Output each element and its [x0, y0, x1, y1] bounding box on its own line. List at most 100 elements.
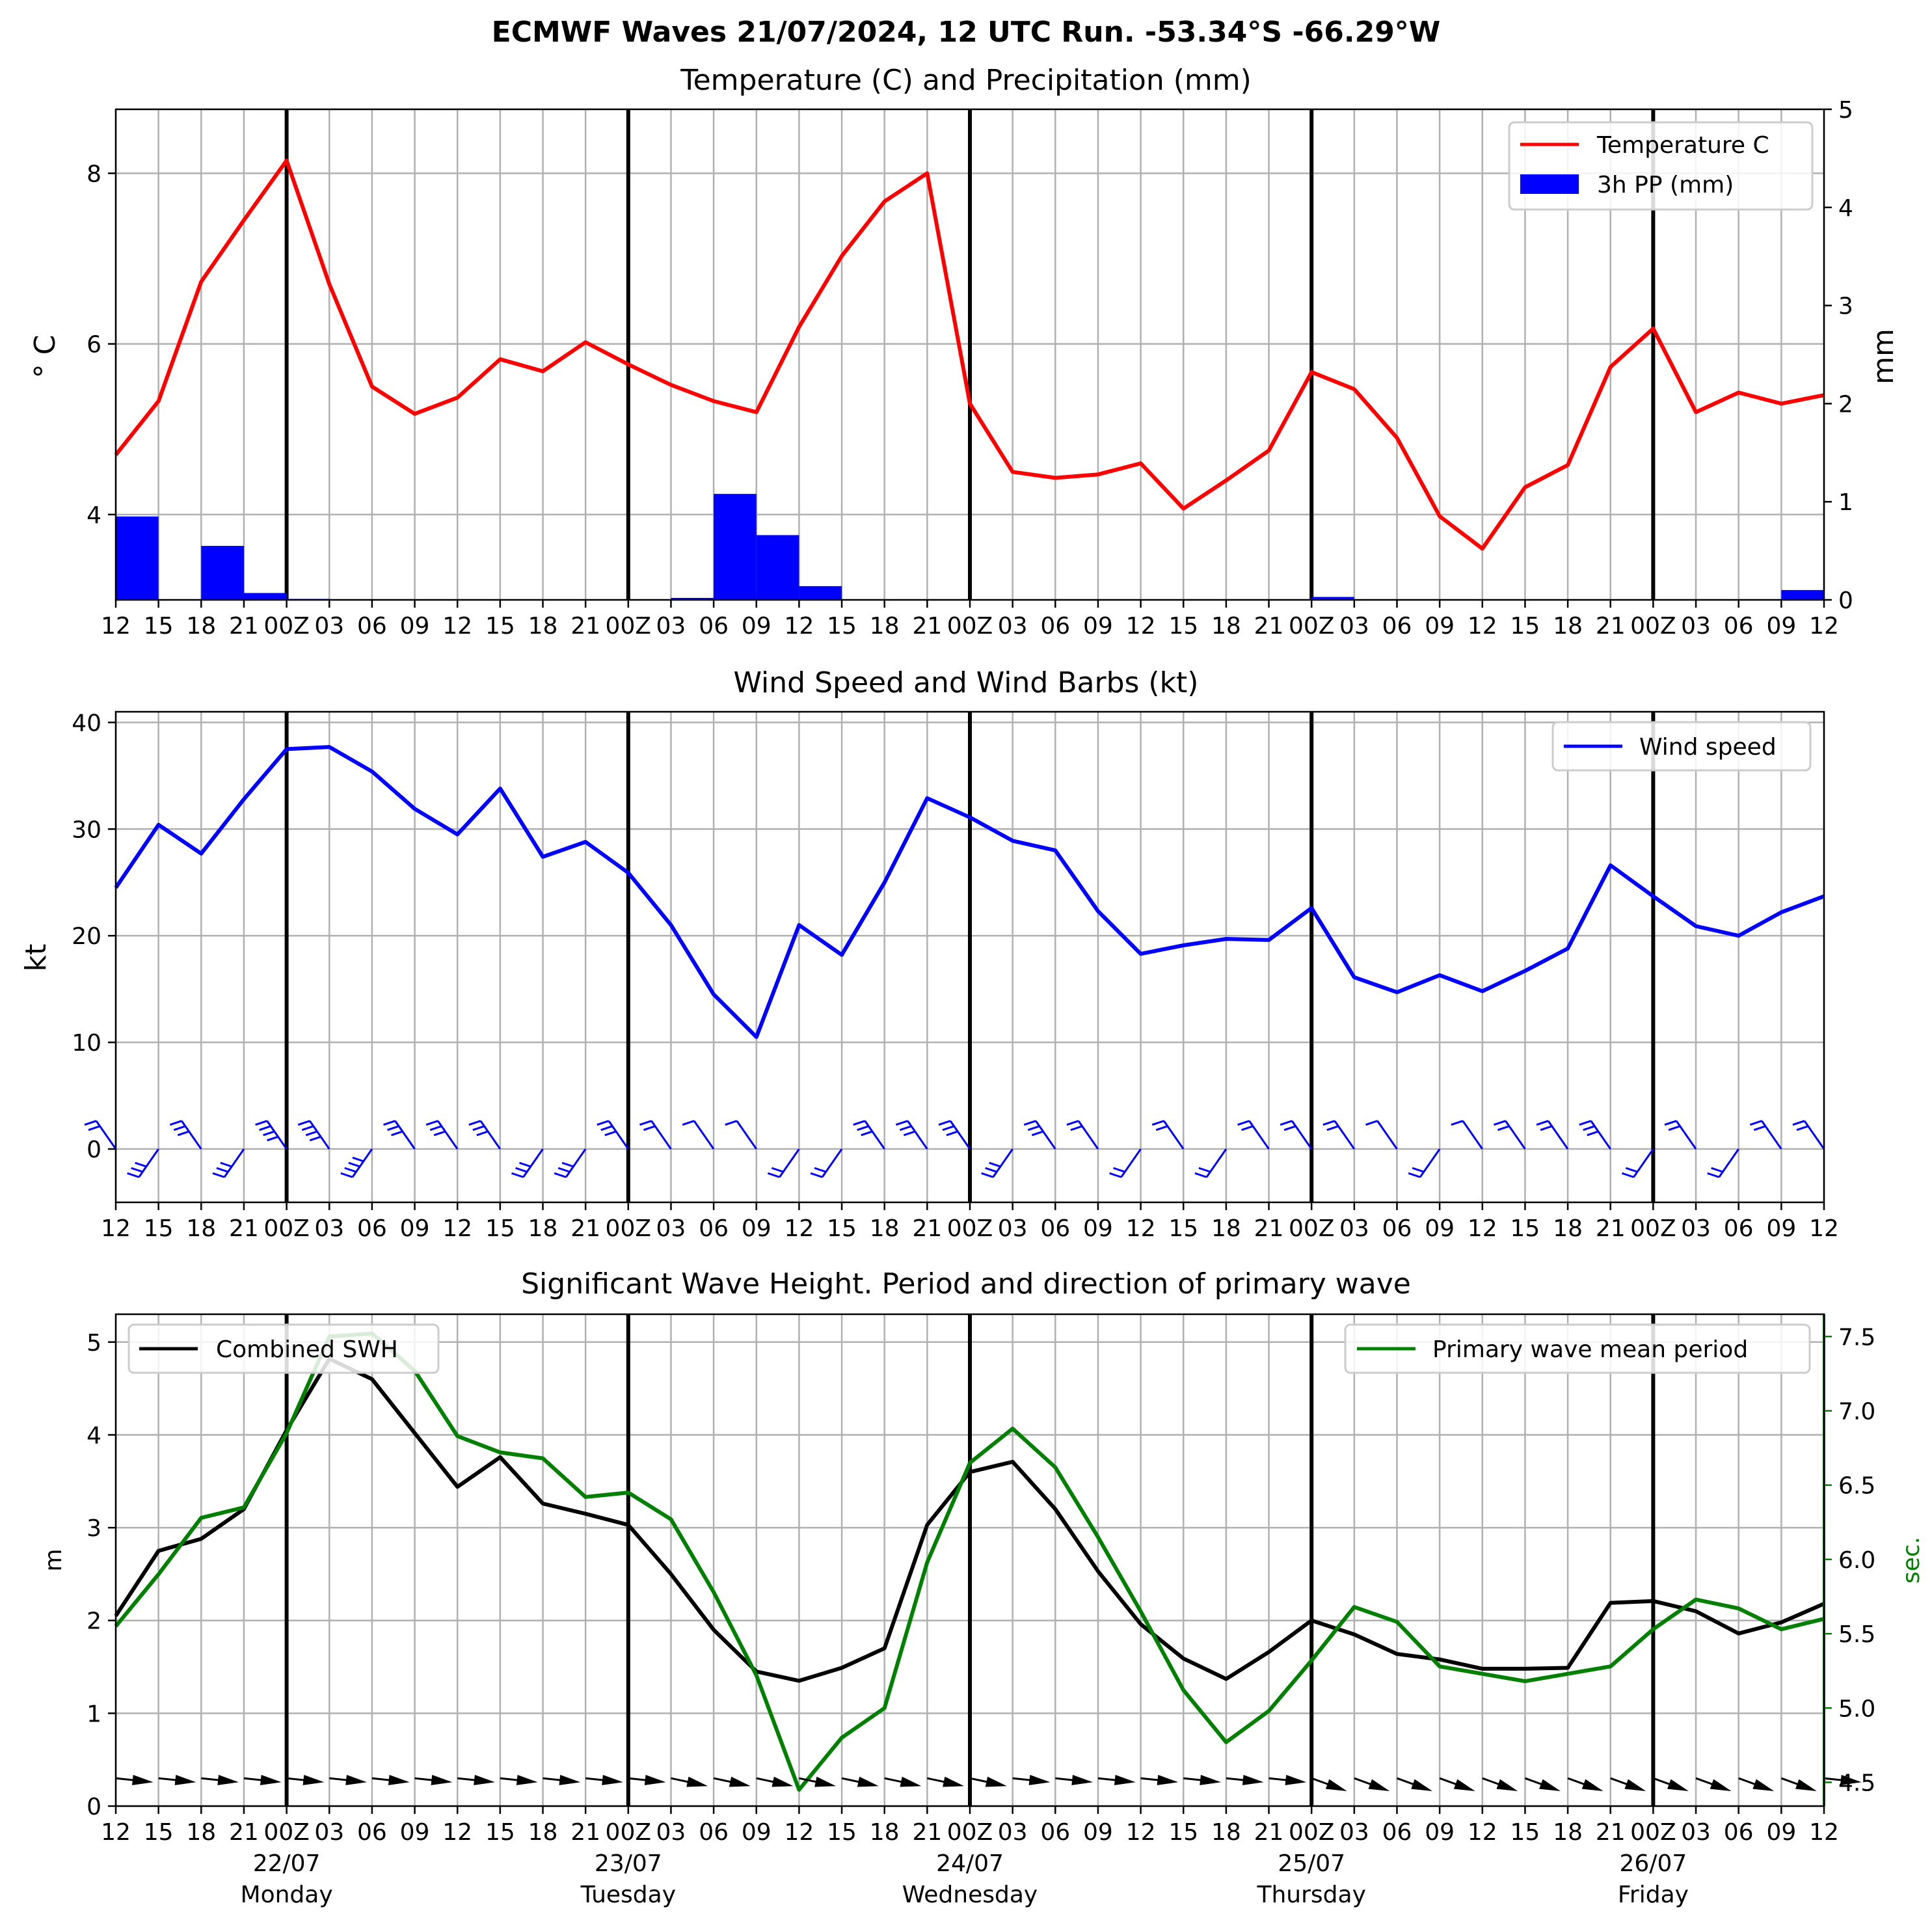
wave-direction-arrow — [927, 1776, 965, 1787]
wave-direction-arrow — [1439, 1777, 1475, 1792]
wind-barb-feather — [340, 1172, 353, 1178]
precip-bar — [1311, 597, 1354, 600]
wind-barb-feather — [472, 1125, 485, 1131]
wind-barb-shaft — [1590, 1120, 1611, 1150]
p2-xtick-label: 21 — [912, 1215, 942, 1242]
wind-barb-feather — [169, 1120, 182, 1126]
wind-barb-feather — [853, 1120, 866, 1126]
wind-barb-feather — [1579, 1120, 1592, 1126]
p2-xtick-label: 00Z — [1630, 1215, 1676, 1242]
wind-barb-shaft — [1462, 1120, 1484, 1150]
p1-ytick-label: 4 — [87, 502, 101, 529]
wind-barb-feather — [942, 1125, 955, 1131]
wave-direction-arrow — [1652, 1777, 1689, 1792]
p3-ytick-right-label: 5.5 — [1838, 1621, 1875, 1648]
p2-xtick-label: 15 — [1510, 1215, 1540, 1242]
wind-barb — [853, 1120, 885, 1150]
wind-barb-feather — [1749, 1120, 1762, 1126]
wind-barb-feather — [352, 1156, 365, 1163]
wind-barb-feather — [903, 1130, 916, 1137]
wave-direction-arrow — [243, 1774, 282, 1785]
wind-barb-feather — [259, 1125, 272, 1131]
wind-barb-shaft — [864, 1120, 885, 1150]
wind-barb-shaft — [436, 1120, 459, 1150]
wind-barb-shaft — [1633, 1148, 1654, 1178]
wind-barb-feather — [1451, 1120, 1464, 1126]
p1-xtick-label: 15 — [1510, 613, 1540, 640]
p1-xtick-label: 12 — [101, 613, 131, 640]
wind-barb-feather — [1194, 1172, 1207, 1178]
p1-xtick-label: 15 — [827, 613, 857, 640]
wave-arrow-head — [1200, 1774, 1221, 1785]
wave-arrow-head — [729, 1776, 751, 1787]
p2-xtick-label: 06 — [1040, 1215, 1070, 1242]
p2-xtick-label: 21 — [570, 1215, 600, 1242]
p2-xtick-label: 09 — [400, 1215, 430, 1242]
wind-barb-feather — [173, 1125, 186, 1131]
p2-xtick-label: 21 — [229, 1215, 259, 1242]
wind-barb — [1194, 1148, 1228, 1178]
p1-xtick-label: 09 — [1425, 613, 1455, 640]
wind-barb — [1621, 1148, 1654, 1178]
wind-barb — [383, 1120, 416, 1150]
wave-direction-arrow — [115, 1774, 154, 1785]
wind-barb-shaft — [1291, 1120, 1313, 1150]
wind-barb-feather — [131, 1167, 144, 1173]
wave-arrow-head — [1539, 1779, 1561, 1792]
wind-barb-shaft — [1205, 1148, 1228, 1178]
wind-barb-feather — [1241, 1125, 1254, 1131]
wind-barb-feather — [468, 1120, 481, 1126]
wind-barb — [981, 1148, 1013, 1178]
wind-barb-feather — [1066, 1120, 1079, 1126]
wind-barb-feather — [255, 1120, 268, 1126]
wind-barb-feather — [1113, 1167, 1126, 1173]
wave-arrow-head — [943, 1776, 965, 1787]
p3-xtick-label: 21 — [229, 1819, 259, 1846]
wave-direction-arrow — [1695, 1777, 1732, 1792]
p3-xtick-label: 00Z — [1630, 1819, 1676, 1846]
wave-direction-arrow — [1097, 1774, 1136, 1785]
p3-xtick-label: 15 — [1510, 1819, 1540, 1846]
wind-barb — [468, 1120, 502, 1150]
wind-barb-feather — [1625, 1167, 1638, 1173]
wave-direction-arrow — [201, 1774, 239, 1785]
precip-bar — [714, 494, 757, 600]
wave-arrow-head — [602, 1774, 623, 1785]
wind-barb-feather — [267, 1135, 280, 1142]
p1-xtick-label: 03 — [1339, 613, 1369, 640]
wind-barb — [169, 1120, 202, 1150]
wind-barb-shaft — [223, 1148, 245, 1178]
p2-xtick-label: 18 — [186, 1215, 216, 1242]
p3-xtick-label: 06 — [699, 1819, 729, 1846]
day-date-label: 24/07 — [936, 1850, 1004, 1877]
wind-barb-shaft — [608, 1120, 630, 1150]
p2-xtick-label: 00Z — [1289, 1215, 1334, 1242]
wind-barb — [1066, 1120, 1099, 1150]
p1-xtick-label: 09 — [742, 613, 771, 640]
wave-direction-arrow — [371, 1774, 410, 1785]
p1-xtick-label: 03 — [314, 613, 344, 640]
p3-xtick-label: 09 — [1083, 1819, 1113, 1846]
wind-barb — [554, 1148, 587, 1178]
wind-barb — [1451, 1120, 1484, 1150]
wave-arrow-head — [217, 1774, 239, 1785]
p2-xtick-label: 18 — [1553, 1215, 1583, 1242]
temperature-line — [114, 158, 1825, 551]
p3-xtick-label: 12 — [1126, 1819, 1156, 1846]
p3-xtick-label: 18 — [1553, 1819, 1583, 1846]
p1-xtick-label: 15 — [144, 613, 174, 640]
wind-barb-feather — [1237, 1120, 1250, 1126]
wave-arrow-head — [1285, 1774, 1307, 1785]
wind-barb-feather — [561, 1161, 574, 1168]
wind-barb-feather — [301, 1125, 314, 1131]
p2-xtick-label: 18 — [528, 1215, 558, 1242]
wave-direction-arrow — [1396, 1777, 1433, 1792]
p3-xtick-label: 06 — [1724, 1819, 1754, 1846]
wind-barb-feather — [725, 1120, 738, 1126]
wind-barb-feather — [1109, 1172, 1122, 1178]
wind-barb-feather — [391, 1130, 404, 1137]
wind-barb-shaft — [1505, 1120, 1526, 1150]
p2-ytick-label: 20 — [72, 923, 101, 950]
